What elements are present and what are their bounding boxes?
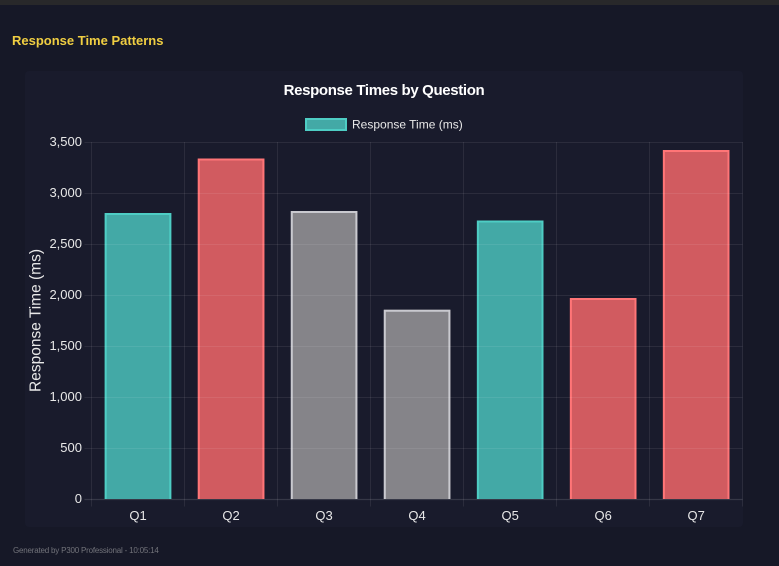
svg-text:1,000: 1,000 bbox=[49, 389, 82, 404]
svg-text:2,500: 2,500 bbox=[49, 236, 82, 251]
svg-text:0: 0 bbox=[75, 491, 82, 506]
svg-text:Q1: Q1 bbox=[129, 508, 146, 523]
svg-text:Response Time (ms): Response Time (ms) bbox=[28, 249, 45, 392]
svg-text:3,000: 3,000 bbox=[49, 185, 82, 200]
svg-text:1,500: 1,500 bbox=[49, 338, 82, 353]
svg-text:500: 500 bbox=[60, 440, 82, 455]
svg-text:Q2: Q2 bbox=[222, 508, 239, 523]
svg-text:Q4: Q4 bbox=[408, 508, 425, 523]
svg-text:Q3: Q3 bbox=[315, 508, 332, 523]
svg-text:Response Time (ms): Response Time (ms) bbox=[352, 118, 463, 132]
svg-text:3,500: 3,500 bbox=[49, 134, 82, 149]
svg-text:Q7: Q7 bbox=[688, 508, 705, 523]
svg-text:Response Times by Question: Response Times by Question bbox=[284, 82, 485, 99]
svg-text:2,000: 2,000 bbox=[49, 287, 82, 302]
svg-text:Q5: Q5 bbox=[502, 508, 519, 523]
svg-text:Q6: Q6 bbox=[595, 508, 612, 523]
